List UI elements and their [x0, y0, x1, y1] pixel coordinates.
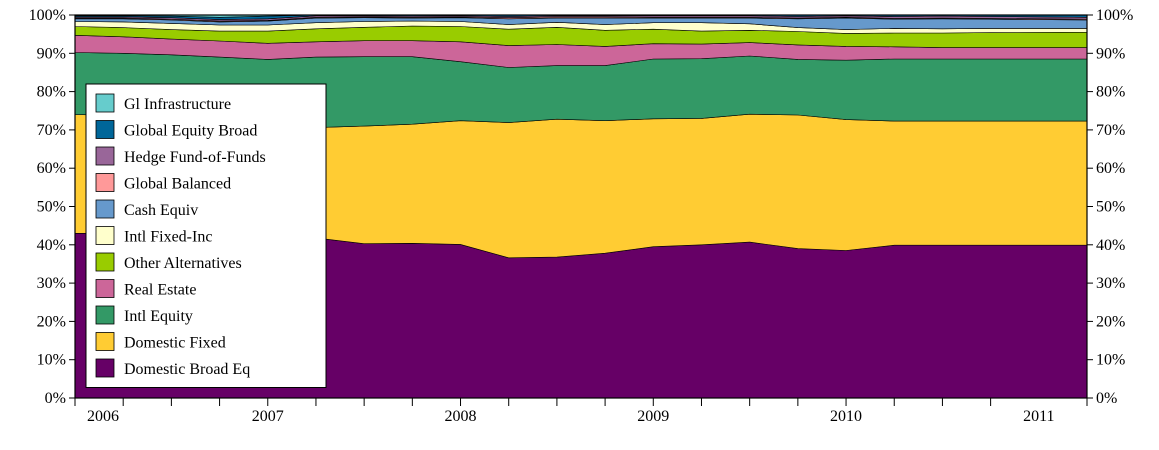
y-tick-label-right: 100%	[1096, 7, 1133, 24]
x-tick-label: 2010	[830, 408, 862, 425]
y-tick-label-left: 80%	[37, 84, 66, 101]
y-tick-label-left: 20%	[37, 313, 66, 330]
y-tick-label-left: 70%	[37, 122, 66, 139]
y-tick-label-left: 50%	[37, 199, 66, 216]
x-tick-label: 2011	[1023, 408, 1054, 425]
y-tick-label-left: 0%	[45, 390, 66, 407]
legend-label: Global Equity Broad	[124, 123, 257, 140]
y-tick-label-right: 30%	[1096, 275, 1125, 292]
y-tick-label-left: 100%	[29, 7, 66, 24]
y-tick-label-left: 10%	[37, 352, 66, 369]
axes-group: 0% 0% 10% 10% 20% 20% 30% 30% 40% 40% 50% 50% 60% 60%…	[29, 7, 1134, 425]
y-tick-label-right: 40%	[1096, 237, 1125, 254]
y-tick-label-right: 60%	[1096, 160, 1125, 177]
legend-label: Other Alternatives	[124, 255, 242, 272]
x-tick-label: 2007	[252, 408, 284, 425]
legend-swatch	[95, 146, 115, 166]
y-tick-label-right: 50%	[1096, 199, 1125, 216]
legend-label: Hedge Fund-of-Funds	[124, 149, 266, 166]
legend-swatch	[95, 305, 115, 325]
legend-label: Real Estate	[124, 282, 196, 299]
legend-label: Cash Equiv	[124, 202, 198, 219]
x-tick-label: 2006	[87, 408, 119, 425]
y-tick-label-right: 0%	[1096, 390, 1117, 407]
legend-swatch	[95, 332, 115, 351]
legend-label: Intl Fixed-Inc	[124, 229, 212, 246]
x-tick-label: 2008	[445, 408, 477, 425]
legend-swatch	[95, 226, 115, 245]
legend-swatch	[95, 173, 115, 192]
legend-label: Gl Infrastructure	[124, 96, 231, 113]
legend-label: Domestic Fixed	[124, 335, 226, 352]
legend-box	[85, 83, 327, 388]
legend-swatch	[95, 120, 115, 139]
legend-label: Domestic Broad Eq	[124, 361, 250, 378]
legend: Gl Infrastructure Global Equity Broad Hedg…	[85, 83, 327, 388]
legend-swatch	[95, 93, 115, 113]
legend-label: Intl Equity	[124, 308, 193, 325]
y-tick-label-right: 90%	[1096, 45, 1125, 62]
legend-label: Global Balanced	[124, 176, 231, 193]
legend-swatch	[95, 199, 115, 219]
area-series-group	[74, 14, 1088, 399]
y-tick-label-right: 20%	[1096, 313, 1125, 330]
legend-swatch	[95, 358, 115, 378]
y-tick-label-right: 10%	[1096, 352, 1125, 369]
y-tick-label-left: 60%	[37, 160, 66, 177]
y-tick-label-right: 80%	[1096, 84, 1125, 101]
y-tick-label-left: 40%	[37, 237, 66, 254]
x-tick-label: 2009	[637, 408, 669, 425]
y-tick-label-right: 70%	[1096, 122, 1125, 139]
y-tick-label-left: 90%	[37, 45, 66, 62]
y-tick-label-left: 30%	[37, 275, 66, 292]
legend-swatch	[95, 252, 115, 272]
legend-swatch	[95, 279, 115, 298]
